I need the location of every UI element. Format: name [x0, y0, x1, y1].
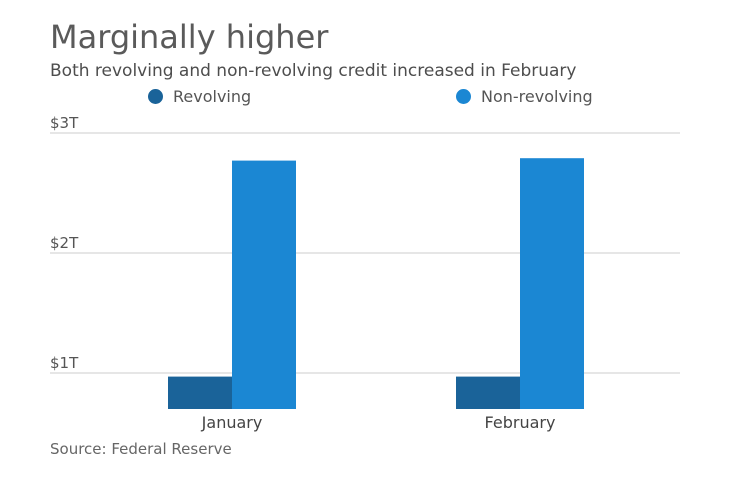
legend-item-revolving: Revolving: [148, 87, 251, 106]
legend-item-non-revolving: Non-revolving: [456, 87, 593, 106]
legend-label-revolving: Revolving: [173, 87, 252, 106]
source-note: Source: Federal Reserve: [50, 440, 232, 458]
y-tick-label-2: $3T: [50, 114, 79, 132]
bar-revolving-january: [168, 376, 232, 409]
legend-label-non-revolving: Non-revolving: [481, 87, 593, 106]
bar-non-revolving-january: [232, 160, 296, 409]
bar-revolving-february: [456, 376, 520, 409]
bar-non-revolving-february: [520, 158, 584, 409]
bar-chart: $1T $2T $3T January February: [50, 114, 680, 432]
legend-swatch-non-revolving: [456, 89, 471, 104]
y-tick-label-0: $1T: [50, 354, 79, 372]
chart-title: Marginally higher: [50, 18, 329, 56]
legend-swatch-revolving: [148, 89, 163, 104]
chart-subtitle: Both revolving and non-revolving credit …: [50, 61, 577, 81]
y-tick-label-1: $2T: [50, 234, 79, 252]
x-tick-label-january: January: [201, 413, 263, 432]
x-tick-label-february: February: [485, 413, 556, 432]
